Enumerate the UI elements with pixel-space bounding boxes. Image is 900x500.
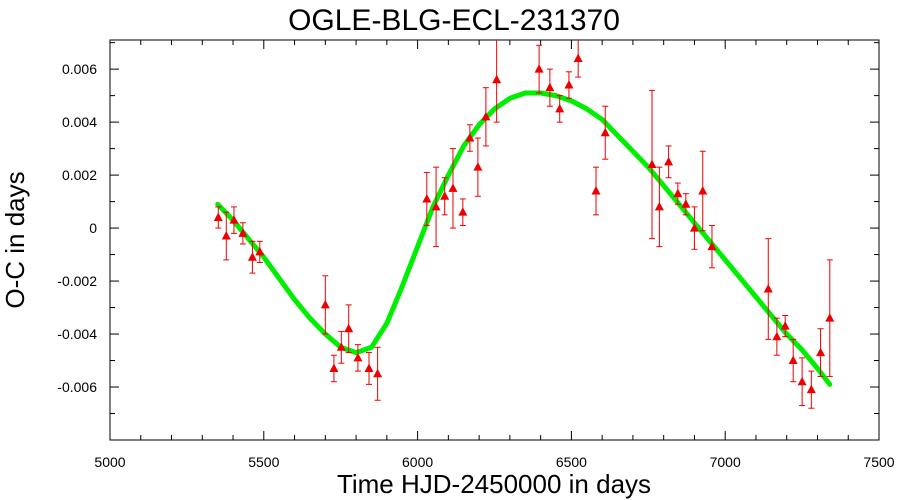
data-point	[440, 191, 450, 200]
data-point	[564, 80, 574, 89]
data-point	[788, 355, 798, 365]
data-point	[573, 53, 583, 63]
x-tick-label: 5500	[248, 454, 279, 470]
data-point	[600, 127, 610, 137]
data-point	[816, 347, 826, 357]
x-tick-label: 7500	[863, 454, 894, 470]
y-tick-label: 0.004	[62, 114, 97, 130]
data-point	[492, 74, 502, 84]
data-point	[772, 331, 782, 341]
x-tick-label: 6000	[402, 454, 433, 470]
data-point	[647, 159, 657, 169]
data-point	[431, 201, 441, 211]
data-point	[329, 363, 339, 372]
data-point	[780, 321, 790, 330]
data-point	[545, 82, 555, 92]
y-tick-label: -0.002	[57, 273, 97, 289]
data-point	[825, 313, 835, 322]
y-tick-label: -0.006	[57, 379, 97, 395]
y-tick-label: 0.002	[62, 167, 97, 183]
data-point	[422, 193, 432, 203]
data-point	[664, 156, 674, 166]
x-axis-title: Time HJD-2450000 in days	[337, 469, 651, 499]
data-point	[473, 162, 483, 171]
data-point	[320, 299, 330, 309]
data-point	[221, 231, 231, 240]
data-point	[213, 212, 223, 221]
y-tick-label: 0	[89, 220, 97, 236]
plot-frame	[109, 39, 880, 441]
data-point	[673, 188, 683, 198]
data-point	[373, 368, 383, 378]
data-point	[806, 384, 816, 394]
data-point	[707, 241, 717, 251]
fit-curve	[215, 90, 833, 387]
data-point	[591, 185, 601, 195]
x-tick-label: 7000	[710, 454, 741, 470]
data-point	[353, 352, 363, 362]
data-points-group	[213, 40, 835, 409]
data-point	[763, 284, 773, 293]
data-point	[481, 111, 491, 121]
data-point	[458, 207, 468, 216]
axis-ticks	[109, 40, 880, 440]
x-tick-label: 6500	[556, 454, 587, 470]
data-point	[229, 215, 239, 224]
data-point	[336, 342, 346, 351]
data-point	[364, 363, 374, 372]
data-point	[344, 323, 354, 333]
data-point	[698, 185, 708, 195]
data-point	[654, 201, 664, 211]
y-axis-title: O-C in days	[0, 171, 30, 308]
tick-labels: 5000 5500 6000 6500 7000 7500 -0.006 -0.004 -0.0…	[57, 61, 894, 470]
chart-title: OGLE-BLG-ECL-231370	[288, 4, 620, 37]
data-point	[555, 103, 565, 113]
data-point	[448, 183, 458, 192]
data-point	[534, 64, 544, 73]
data-point	[797, 376, 807, 386]
data-point	[689, 223, 699, 232]
y-tick-label: 0.006	[62, 61, 97, 77]
fit-curve-group	[215, 90, 833, 387]
data-point	[681, 199, 691, 208]
data-point	[255, 246, 265, 256]
y-tick-label: -0.004	[57, 326, 97, 342]
x-tick-label: 5000	[94, 454, 125, 470]
data-point	[247, 252, 257, 261]
data-point	[238, 228, 248, 237]
data-point	[465, 133, 475, 142]
